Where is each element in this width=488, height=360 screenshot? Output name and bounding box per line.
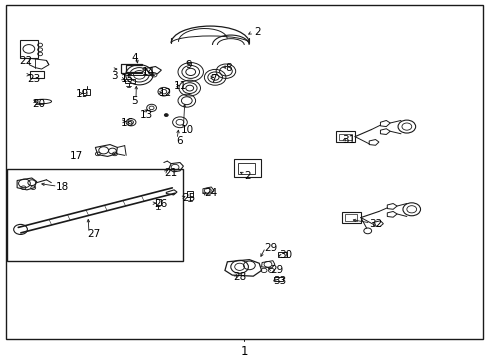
Bar — [339, 134, 351, 140]
Text: 1: 1 — [240, 345, 248, 358]
Text: 27: 27 — [87, 229, 100, 239]
Text: 4: 4 — [131, 53, 138, 63]
Text: 33: 33 — [272, 276, 285, 286]
Bar — [30, 71, 44, 78]
Text: 20: 20 — [32, 99, 45, 109]
Text: 14: 14 — [142, 67, 155, 77]
Bar — [273, 276, 282, 281]
Bar — [20, 40, 38, 58]
Text: 13: 13 — [139, 110, 152, 120]
Bar — [124, 79, 135, 83]
Text: 32: 32 — [368, 219, 382, 229]
Text: 21: 21 — [163, 168, 177, 178]
Text: 9: 9 — [185, 60, 192, 70]
Bar — [233, 159, 260, 177]
Text: 23: 23 — [27, 74, 40, 84]
Text: 5: 5 — [131, 96, 138, 106]
Bar — [7, 169, 183, 261]
Bar — [186, 191, 192, 197]
Text: 22: 22 — [20, 56, 33, 66]
Bar — [345, 214, 357, 221]
Bar — [277, 252, 286, 257]
Text: 31: 31 — [342, 135, 355, 145]
Text: 11: 11 — [173, 81, 186, 91]
Text: 29: 29 — [264, 243, 277, 253]
Text: 17: 17 — [70, 152, 83, 161]
Text: 16: 16 — [121, 118, 134, 128]
Text: 26: 26 — [154, 199, 167, 209]
Text: 24: 24 — [204, 189, 217, 198]
Text: 25: 25 — [182, 193, 195, 203]
Bar — [155, 199, 161, 205]
Text: 2: 2 — [254, 27, 261, 37]
Text: 12: 12 — [159, 89, 172, 99]
Text: 3: 3 — [111, 71, 118, 81]
Text: 29: 29 — [269, 265, 283, 275]
Text: 28: 28 — [233, 272, 246, 282]
Text: 10: 10 — [181, 125, 194, 135]
Circle shape — [164, 114, 168, 117]
Text: 15: 15 — [121, 74, 134, 84]
Text: 30: 30 — [278, 250, 291, 260]
Bar — [83, 89, 90, 95]
Text: 18: 18 — [56, 182, 69, 192]
Bar — [336, 131, 354, 142]
Bar — [237, 163, 254, 174]
Text: 19: 19 — [76, 89, 89, 99]
Bar — [342, 212, 360, 223]
Text: 8: 8 — [224, 63, 231, 73]
Text: 6: 6 — [176, 136, 183, 146]
Text: 2: 2 — [244, 171, 251, 181]
Text: 7: 7 — [210, 74, 217, 84]
